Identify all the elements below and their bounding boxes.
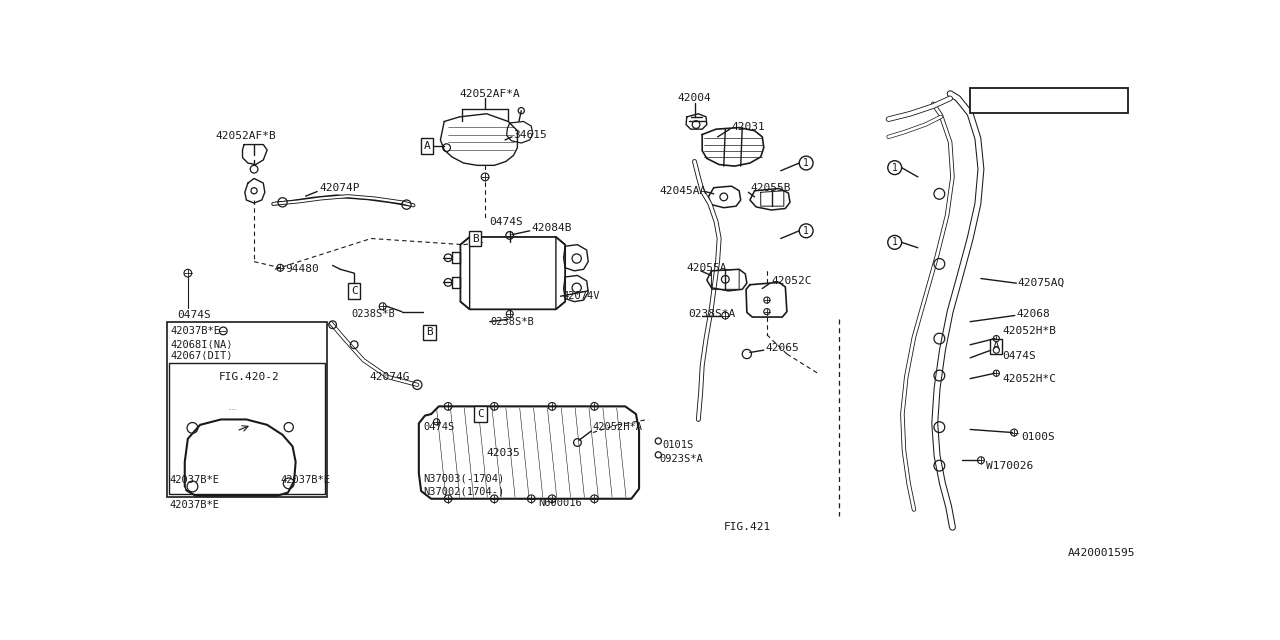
Text: 1: 1 [892,163,897,173]
Text: C: C [351,286,357,296]
Text: 42067⟨DIT⟩: 42067⟨DIT⟩ [172,351,233,360]
Text: 0101S: 0101S [662,440,694,450]
Text: 42052AF*B: 42052AF*B [215,131,276,141]
Text: 34615: 34615 [513,129,548,140]
Text: 42065: 42065 [765,343,799,353]
Text: 42074G: 42074G [370,372,410,382]
Text: N600016: N600016 [538,499,582,508]
Text: 42074V: 42074V [562,291,599,301]
Text: 0238S*B: 0238S*B [352,309,396,319]
Text: 0923S*A: 0923S*A [660,454,704,464]
Text: 42074P: 42074P [320,184,360,193]
Text: A420001595: A420001595 [1068,548,1135,558]
FancyBboxPatch shape [169,364,325,494]
Text: 42055B: 42055B [750,184,791,193]
Text: FIG.421: FIG.421 [723,522,771,532]
Text: 42052H*A: 42052H*A [593,422,643,432]
Text: 42084B: 42084B [531,223,572,233]
Text: A: A [424,141,430,151]
Text: 0474S: 0474S [1002,351,1037,360]
Text: B: B [471,234,479,243]
Text: 94480: 94480 [285,264,319,275]
Text: FIG.420-2: FIG.420-2 [219,372,279,382]
Text: 0474S: 0474S [424,422,454,432]
Text: 42035: 42035 [486,447,521,458]
Text: 0100S: 0100S [1021,432,1056,442]
Text: 42031: 42031 [731,122,765,132]
FancyBboxPatch shape [168,322,328,497]
Text: C: C [477,409,484,419]
Text: 42037B*E: 42037B*E [169,500,219,510]
Text: 42037B*E: 42037B*E [169,476,219,485]
Text: 1: 1 [977,95,982,106]
Text: FIG.420-2: FIG.420-2 [229,409,237,410]
Text: 1: 1 [892,237,897,247]
Text: 42004: 42004 [677,93,712,103]
Text: 42045AA: 42045AA [660,186,707,196]
Text: 1: 1 [804,158,809,168]
Text: W170026: W170026 [986,461,1033,470]
Text: 0238S*A: 0238S*A [689,309,736,319]
Text: 42068: 42068 [1016,309,1050,319]
Text: B: B [426,328,433,337]
Text: 42052H*B: 42052H*B [1002,326,1056,336]
Text: 42068I⟨NA⟩: 42068I⟨NA⟩ [172,340,233,349]
Text: 0238S*B: 0238S*B [490,317,534,326]
Text: A: A [993,341,1000,351]
Text: 0474S: 0474S [490,216,524,227]
Text: N37002(1704-): N37002(1704-) [424,486,504,496]
Text: 42055A: 42055A [687,263,727,273]
Text: 42037B*E: 42037B*E [280,476,330,485]
Text: 1: 1 [804,226,809,236]
Text: 0474S: 0474S [177,310,211,321]
FancyBboxPatch shape [970,88,1128,113]
Text: 42075AQ: 42075AQ [1018,278,1065,288]
Text: N37003(-1704): N37003(-1704) [424,474,504,484]
Text: 42037□: 42037□ [992,93,1043,108]
Text: 42052AF*A: 42052AF*A [460,89,521,99]
Text: 42052H*C: 42052H*C [1002,374,1056,383]
Text: 42052C: 42052C [772,276,812,286]
Text: 42037B*E—: 42037B*E— [172,326,227,336]
